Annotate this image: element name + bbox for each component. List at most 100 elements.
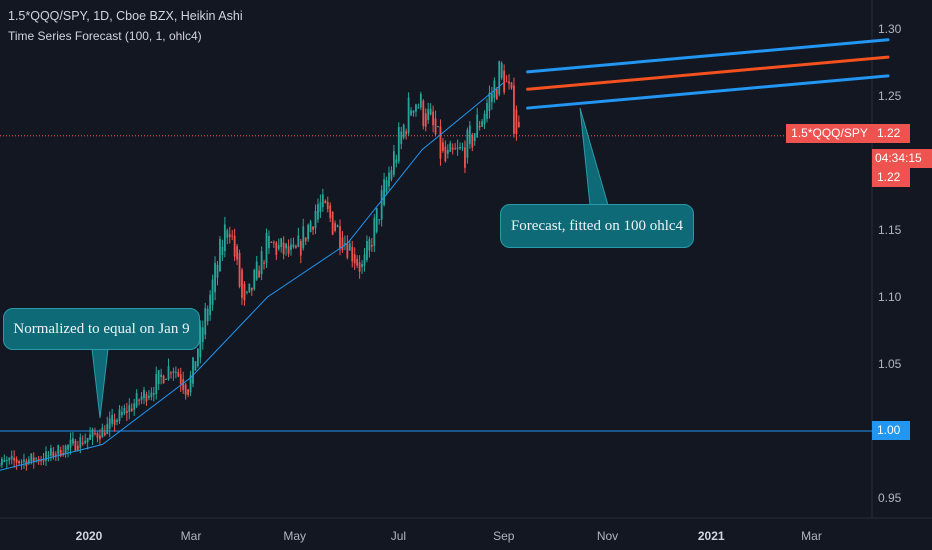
candle-body [101, 427, 104, 438]
candle-body [388, 172, 390, 187]
candle-body [471, 134, 474, 148]
candle-body [363, 254, 366, 266]
indicator-legend[interactable]: Time Series Forecast (100, 1, ohlc4) [8, 29, 202, 43]
forecast-lower-line[interactable] [526, 74, 890, 110]
candle-body [27, 459, 30, 464]
candle-body [133, 403, 136, 410]
candle-body [241, 269, 243, 298]
candle-body [456, 147, 459, 150]
candle-body [238, 252, 241, 287]
candle-body [515, 109, 518, 135]
forecast-middle-line[interactable] [526, 55, 890, 91]
candle-body [123, 407, 126, 414]
candle-body [99, 435, 101, 440]
candle-body [454, 148, 457, 150]
candle-body [258, 270, 261, 278]
candle-body [160, 374, 163, 378]
candle-body [121, 411, 123, 416]
candle-body [8, 457, 11, 461]
candle-body [483, 113, 486, 124]
candle-body [383, 179, 385, 205]
candle-body [417, 107, 420, 109]
x-tick-label: Mar [181, 529, 202, 543]
candle-body [446, 149, 449, 154]
candle-body [339, 226, 341, 249]
candle-body [32, 457, 35, 462]
candle-body [74, 440, 77, 451]
candle-body [304, 237, 307, 242]
symbol-legend[interactable]: 1.5*QQQ/SPY, 1D, Cboe BZX, Heikin Ashi [8, 9, 243, 23]
candle-body [329, 205, 332, 219]
candle-body [473, 133, 476, 142]
candle-body [464, 147, 466, 168]
candle-body [253, 269, 256, 290]
candle-body [513, 85, 515, 134]
candle-body [478, 125, 481, 128]
candle-body [13, 457, 16, 461]
time-axis[interactable]: 2020 Mar May Jul Sep Nov 2021 Mar [76, 529, 822, 543]
y-tick-label: 1.30 [878, 22, 902, 36]
candle-body [375, 208, 378, 232]
x-tick-label: Sep [493, 529, 515, 543]
candle-body [302, 226, 305, 249]
candle-body [505, 81, 508, 83]
candle-body [54, 454, 57, 456]
candle-body [290, 244, 292, 250]
candle-body [410, 110, 412, 116]
candle-body [216, 264, 219, 278]
x-tick-label: May [283, 529, 306, 543]
candle-body [275, 242, 278, 256]
candle-body [231, 235, 234, 237]
reference-line-tag: 1.00 [872, 421, 910, 440]
candle-body [280, 238, 283, 248]
candle-body [295, 245, 297, 248]
candle-body [319, 202, 322, 212]
candle-body [459, 146, 461, 149]
candle-body [466, 129, 469, 158]
candle-body [393, 151, 395, 175]
tsf-line[interactable] [0, 82, 505, 474]
candle-body [419, 93, 422, 108]
candle-body [309, 221, 312, 232]
candle-body [498, 61, 501, 95]
forecast-upper-line[interactable] [526, 38, 890, 74]
candle-body [111, 415, 114, 424]
candle-body [118, 409, 121, 422]
candle-body [155, 373, 158, 394]
candle-body [385, 180, 388, 193]
candle-body [138, 399, 140, 401]
candle-body [361, 264, 363, 267]
candle-body [451, 147, 454, 150]
candle-body [157, 370, 160, 384]
candle-body [351, 246, 354, 262]
candle-body [125, 410, 128, 414]
candle-body [510, 82, 513, 89]
candle-body [397, 126, 400, 162]
candle-body [491, 93, 493, 102]
candle-body [52, 451, 55, 457]
candle-body [20, 461, 23, 463]
candle-body [297, 235, 300, 247]
candle-body [23, 459, 25, 462]
candle-body [3, 460, 6, 462]
candle-body [370, 244, 373, 247]
candle-body [348, 243, 351, 251]
candle-body [336, 225, 339, 227]
candle-body [314, 210, 317, 229]
candle-body [1, 458, 3, 466]
candle-body [94, 433, 96, 435]
candle-body [517, 121, 520, 128]
candle-body [72, 438, 74, 444]
y-tick-label: 1.25 [878, 89, 902, 103]
candle-body [260, 251, 263, 275]
candle-body [282, 242, 285, 255]
candle-body [437, 126, 439, 128]
candle-body [116, 420, 118, 423]
candles[interactable] [0, 60, 520, 475]
candle-body [106, 423, 109, 434]
candle-body [495, 89, 498, 100]
candle-body [400, 131, 403, 145]
candle-body [341, 237, 344, 251]
candle-body [248, 283, 251, 292]
